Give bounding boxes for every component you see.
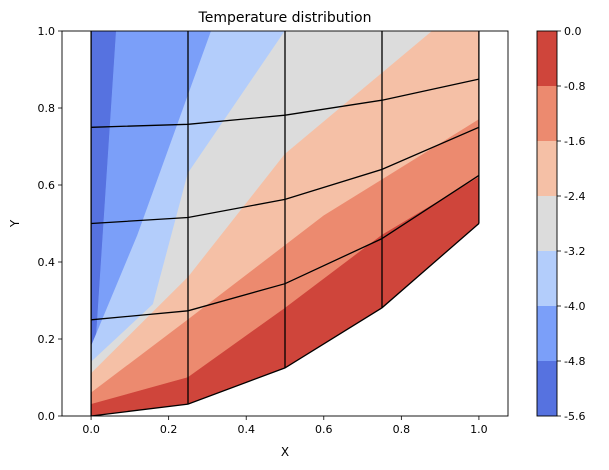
colorbar-segment-3 (537, 196, 557, 251)
x-axis: 0.0 0.2 0.4 0.6 0.8 1.0 (82, 416, 488, 436)
x-tick-label: 0.4 (237, 423, 255, 436)
y-tick-label: 0.6 (38, 179, 56, 192)
colorbar-tick-label: -2.4 (564, 190, 585, 203)
chart-title: Temperature distribution (198, 10, 372, 26)
colorbar-segment-1 (537, 306, 557, 361)
mesh-grid (90, 31, 480, 416)
colorbar-tick-label: -5.6 (564, 410, 585, 423)
x-tick-label: 0.2 (160, 423, 178, 436)
x-tick-label: 0.0 (82, 423, 100, 436)
colorbar-tick-label: -1.6 (564, 135, 585, 148)
colorbar-tick-label: -4.0 (564, 300, 585, 313)
colorbar-segment-5 (537, 86, 557, 141)
y-tick-label: 0.0 (38, 410, 56, 423)
y-axis: 0.0 0.2 0.4 0.6 0.8 1.0 (38, 25, 62, 423)
y-tick-label: 1.0 (38, 25, 56, 38)
colorbar-segment-6 (537, 31, 557, 86)
colorbar: -5.6 -4.8 -4.0 -3.2 -2.4 -1.6 -0.8 0.0 (536, 25, 585, 423)
y-tick-label: 0.4 (38, 256, 56, 269)
x-tick-label: 1.0 (470, 423, 488, 436)
colorbar-tick-label: 0.0 (564, 25, 582, 38)
colorbar-segment-0 (537, 361, 557, 416)
colorbar-segment-4 (537, 141, 557, 196)
x-tick-label: 0.6 (315, 423, 333, 436)
colorbar-tick-label: -0.8 (564, 80, 585, 93)
y-tick-label: 0.2 (38, 333, 56, 346)
y-axis-label: Y (8, 219, 22, 228)
colorbar-tick-label: -4.8 (564, 355, 585, 368)
y-tick-label: 0.8 (38, 102, 56, 115)
x-tick-label: 0.8 (393, 423, 411, 436)
x-axis-label: X (281, 445, 289, 459)
colorbar-segment-2 (537, 251, 557, 306)
colorbar-frame (536, 30, 558, 417)
colorbar-tick-label: -3.2 (564, 245, 585, 258)
plot-area (90, 31, 480, 416)
plot-frame (61, 30, 509, 417)
